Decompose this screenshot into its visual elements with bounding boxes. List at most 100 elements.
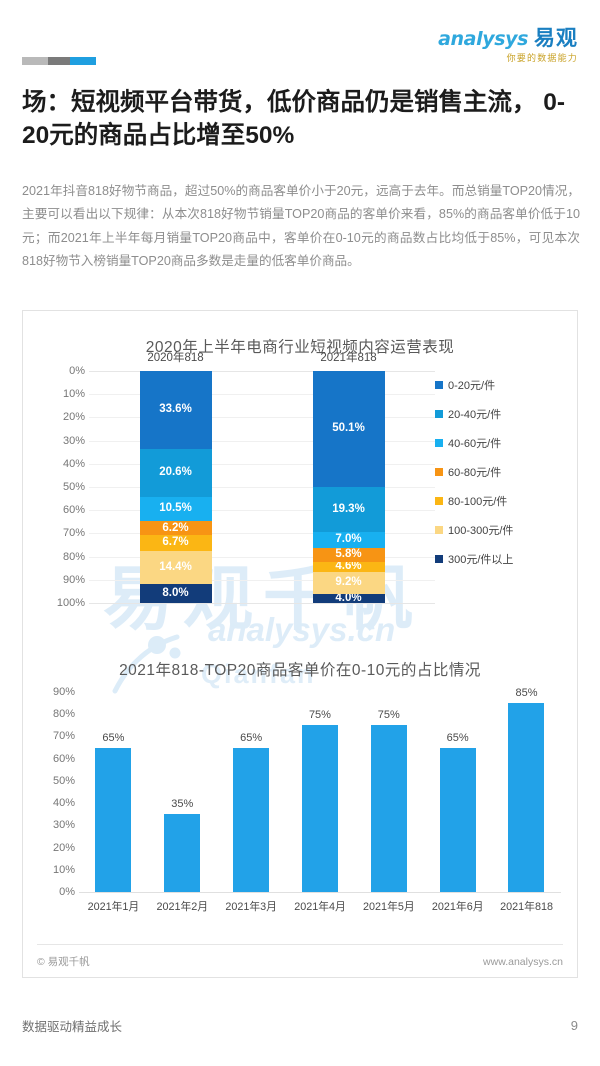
chart2-column[interactable]: 75% bbox=[301, 692, 338, 892]
chart1-title: 2020年上半年电商行业短视频内容运营表现 bbox=[145, 339, 455, 356]
chart2-value-label: 35% bbox=[171, 798, 194, 811]
chart1-segment[interactable]: 9.2% bbox=[312, 572, 385, 594]
chart1-gridline bbox=[89, 417, 435, 419]
chart1-segment[interactable]: 4.0% bbox=[312, 593, 385, 603]
chart2-column[interactable]: 65% bbox=[233, 692, 270, 892]
legend-swatch-icon bbox=[435, 526, 443, 534]
body-paragraph: 2021年抖音818好物节商品，超过50%的商品客单价小于20元，远高于去年。而… bbox=[22, 184, 580, 268]
chart2-column[interactable]: 75% bbox=[370, 692, 407, 892]
chart1-column[interactable]: 2021年818 50.1% 19.3% 7.0% 5.8% 4.6% 9.2% 4.0% bbox=[312, 352, 385, 603]
chart1-bars: 2020年818 33.6% 20.6% 10.5% 6.2% 6.7% 14.4% 8.0%… bbox=[89, 352, 435, 603]
page-number: 9 bbox=[570, 1018, 578, 1033]
chart1-legend-item[interactable]: 80-100元/件 bbox=[435, 493, 559, 509]
chart1-legend: 0-20元/件 20-40元/件 40-60元/件 60-80元/件 80-100元/件… bbox=[435, 377, 559, 567]
chart1-y-tick: 40% bbox=[62, 457, 85, 470]
chart1-segment[interactable]: 50.1% bbox=[312, 371, 385, 488]
chart2-x-tick: 2021年5月 bbox=[363, 901, 415, 913]
chart1-legend-item[interactable]: 20-40元/件 bbox=[435, 406, 559, 422]
chart2-y-tick: 40% bbox=[52, 797, 75, 810]
chart1-segment[interactable]: 19.3% bbox=[312, 487, 385, 532]
chart2-value-label: 75% bbox=[308, 709, 331, 722]
chart1-legend-item[interactable]: 60-80元/件 bbox=[435, 464, 559, 480]
legend-swatch-icon bbox=[435, 497, 443, 505]
charts-card: 易观千帆 analysys.cn Qianfan 2020年上半年电商行业短视频… bbox=[22, 310, 578, 978]
accent-segment-gray-light bbox=[22, 57, 48, 65]
analysys-logo: analysys 易观 你要的数据能力 bbox=[438, 28, 578, 63]
chart1-gridline bbox=[89, 463, 435, 465]
chart2-value-label: 65% bbox=[102, 731, 125, 744]
chart1-y-axis: 0% 10% 20% 30% 40% 50% 60% 70% 80% 90% 100% bbox=[41, 365, 85, 609]
chart2-y-tick: 20% bbox=[52, 841, 75, 854]
chart2-y-tick: 10% bbox=[52, 863, 75, 876]
chart1-y-tick: 60% bbox=[62, 504, 85, 517]
chart1-segment[interactable]: 8.0% bbox=[139, 584, 212, 603]
chart2-bars: 65% 35% 65% 75% 75% 65% 85% bbox=[79, 687, 561, 892]
chart2-bar[interactable] bbox=[370, 725, 407, 892]
legend-swatch-icon bbox=[435, 381, 443, 389]
card-website: www.analysys.cn bbox=[483, 955, 563, 968]
chart2-x-axis: 2021年1月 2021年2月 2021年3月 2021年4月 2021年5月 2021年… bbox=[79, 898, 561, 914]
chart2-x-tick: 2021年818 bbox=[500, 901, 553, 913]
chart1-segment[interactable]: 20.6% bbox=[139, 448, 212, 497]
chart1-gridline bbox=[89, 487, 435, 488]
legend-label: 100-300元/件 bbox=[448, 525, 514, 537]
chart1-legend-item[interactable]: 100-300元/件 bbox=[435, 522, 559, 538]
chart1-segment[interactable]: 6.2% bbox=[139, 521, 212, 536]
chart2-bar[interactable] bbox=[439, 747, 476, 892]
chart2-x-tick: 2021年3月 bbox=[225, 901, 277, 913]
chart2-column[interactable]: 85% bbox=[508, 687, 545, 892]
legend-label: 40-60元/件 bbox=[448, 438, 502, 450]
chart2-column[interactable]: 65% bbox=[95, 692, 132, 892]
chart1-gridline bbox=[89, 579, 435, 581]
chart1-gridline bbox=[89, 440, 435, 442]
chart1-segment[interactable]: 33.6% bbox=[139, 371, 212, 449]
chart2-value-label: 85% bbox=[515, 687, 538, 700]
chart1-gridlines bbox=[89, 371, 435, 604]
chart1-y-tick: 20% bbox=[62, 411, 85, 424]
chart1-segment[interactable]: 6.7% bbox=[139, 535, 212, 551]
chart1-category-label: 2021年818 bbox=[320, 352, 377, 364]
chart1-legend-item[interactable]: 0-20元/件 bbox=[435, 377, 559, 393]
legend-swatch-icon bbox=[435, 468, 443, 476]
chart2-bar[interactable] bbox=[95, 747, 132, 892]
chart2-column[interactable]: 65% bbox=[439, 692, 476, 892]
chart1-legend-item[interactable]: 40-60元/件 bbox=[435, 435, 559, 451]
chart1-y-tick: 80% bbox=[62, 550, 85, 563]
chart2-value-label: 75% bbox=[377, 709, 400, 722]
legend-label: 20-40元/件 bbox=[448, 409, 502, 421]
legend-label: 0-20元/件 bbox=[448, 380, 496, 392]
chart1-segment[interactable]: 5.8% bbox=[312, 548, 385, 562]
chart1-y-tick: 70% bbox=[62, 527, 85, 540]
chart1-segment[interactable]: 7.0% bbox=[312, 531, 385, 549]
chart1-y-tick: 100% bbox=[56, 597, 85, 609]
logo-text-cn: 易观 bbox=[534, 27, 578, 50]
chart1-gridline bbox=[89, 603, 435, 604]
chart1-gridline bbox=[89, 371, 435, 372]
chart1-legend-item[interactable]: 300元/件以上 bbox=[435, 551, 559, 567]
legend-swatch-icon bbox=[435, 439, 443, 447]
legend-swatch-icon bbox=[435, 410, 443, 418]
chart2-bar[interactable] bbox=[233, 747, 270, 892]
legend-label: 300元/件以上 bbox=[448, 554, 514, 566]
logo-text-en: analysys bbox=[438, 28, 528, 50]
chart2-bar[interactable] bbox=[508, 703, 545, 892]
chart2-bar[interactable] bbox=[164, 814, 201, 892]
page-title: 场：短视频平台带货，低价商品仍是销售主流， 0-20元的商品占比增至50% bbox=[22, 89, 566, 150]
chart2-y-axis: 90% 80% 70% 60% 50% 40% 30% 20% 10% 0% bbox=[29, 686, 75, 898]
chart2-y-tick: 80% bbox=[52, 708, 75, 721]
chart2-bar[interactable] bbox=[301, 725, 338, 892]
footer-slogan: 数据驱动精益成长 bbox=[22, 1020, 123, 1034]
chart2-x-tick: 2021年4月 bbox=[294, 901, 346, 913]
chart1-gridline bbox=[89, 533, 435, 535]
legend-swatch-icon bbox=[435, 555, 443, 563]
chart1-segment[interactable]: 10.5% bbox=[139, 496, 212, 522]
chart2-value-label: 65% bbox=[240, 731, 263, 744]
chart2-column[interactable]: 35% bbox=[164, 692, 201, 892]
accent-bar bbox=[22, 57, 96, 65]
chart2-y-tick: 90% bbox=[52, 686, 75, 698]
chart1-segment[interactable]: 14.4% bbox=[139, 550, 212, 585]
chart2-x-tick: 2021年2月 bbox=[156, 901, 209, 913]
chart2-value-label: 65% bbox=[446, 731, 469, 744]
chart1-column[interactable]: 2020年818 33.6% 20.6% 10.5% 6.2% 6.7% 14.4% 8.0% bbox=[139, 352, 212, 603]
chart1-segment[interactable]: 4.6% bbox=[312, 561, 385, 573]
